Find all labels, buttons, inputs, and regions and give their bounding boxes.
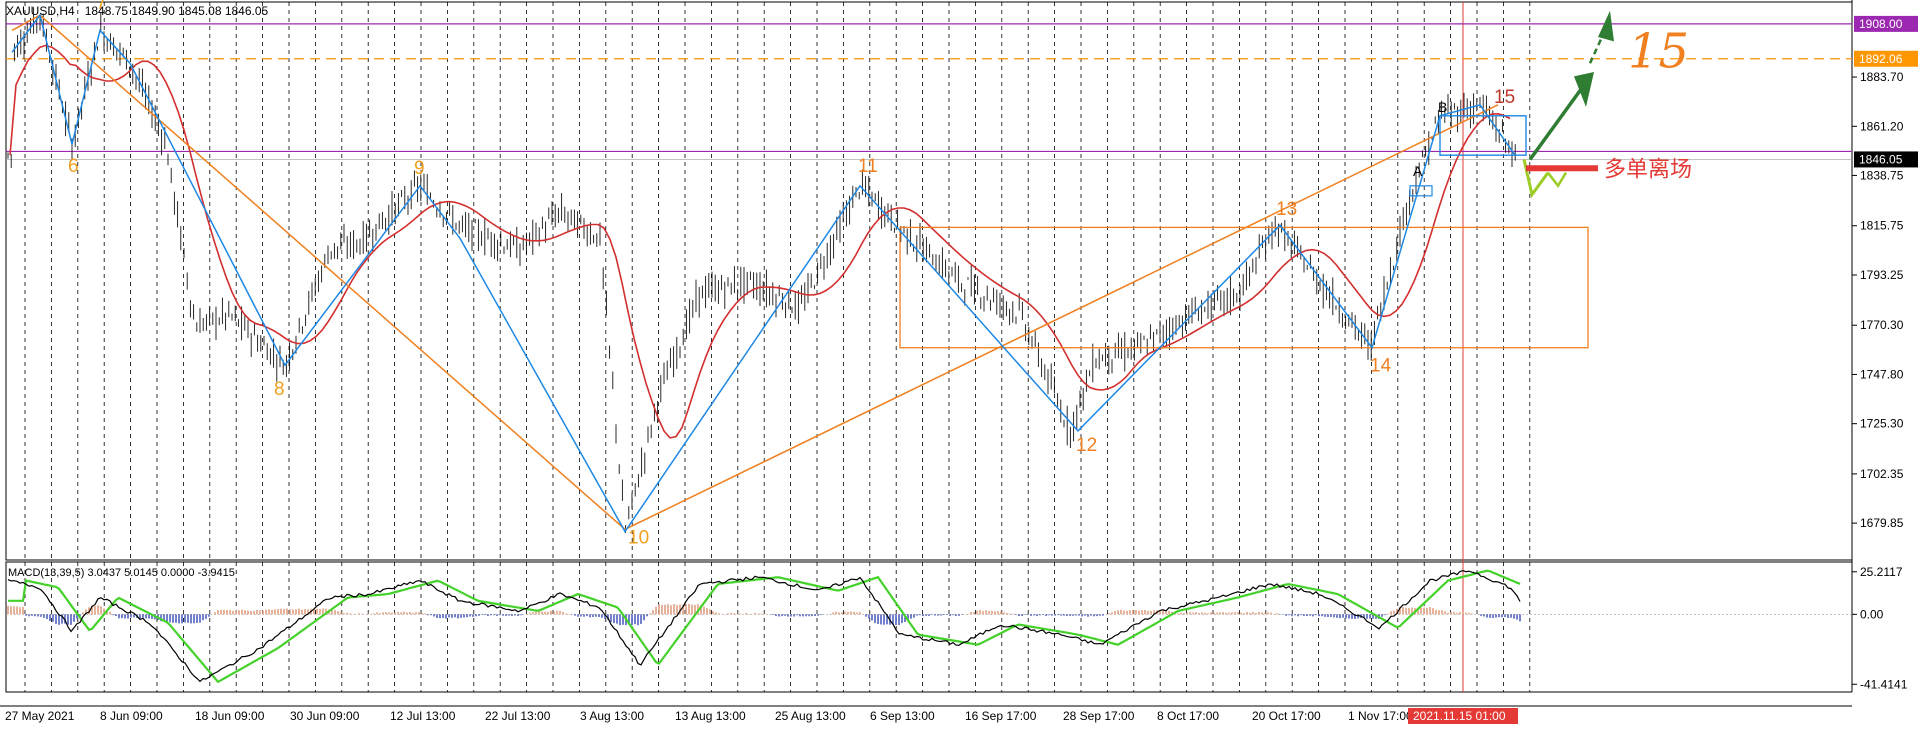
- price-tick-label: 1815.75: [1860, 219, 1904, 233]
- macd-tick-label: -41.4141: [1860, 677, 1908, 691]
- wave-label-13: 13: [1276, 199, 1297, 220]
- wave-label-10: 10: [628, 527, 649, 548]
- time-label: 3 Aug 13:00: [580, 709, 644, 723]
- price-badge-label: 1892.06: [1859, 52, 1903, 66]
- macd-tick-label: 0.00: [1860, 607, 1884, 621]
- macd-signal-line: [8, 569, 1521, 684]
- price-tick-label: 1770.30: [1860, 318, 1904, 332]
- chart-header: XAUUSD,H4 1848.75 1849.90 1845.08 1846.0…: [6, 4, 268, 18]
- symbol-label: XAUUSD,H4: [6, 4, 75, 18]
- ohlc-readout: 1848.75 1849.90 1845.08 1846.05: [84, 4, 269, 18]
- exit-annotation: 多单离场: [1604, 157, 1692, 182]
- wave-label-8: 8: [274, 379, 285, 400]
- small-box-a: [1409, 185, 1433, 197]
- price-tick-label: 1747.80: [1860, 367, 1904, 381]
- time-label: 18 Jun 09:00: [195, 709, 265, 723]
- wave-label-11: 11: [858, 156, 878, 177]
- moving-average-line: [9, 44, 1511, 439]
- time-label: 12 Jul 13:00: [390, 709, 456, 723]
- price-tick-label: 1838.75: [1860, 168, 1904, 182]
- price-tick-label: 1793.25: [1860, 268, 1904, 282]
- consolidation-box: [1439, 115, 1527, 156]
- price-tick-label: 1861.20: [1860, 119, 1904, 133]
- wave-label-B: B: [1438, 99, 1447, 115]
- time-label: 1 Nov 17:00: [1348, 709, 1413, 723]
- macd-readout: MACD(13,39,5) 3.0437 5.0145 0.0000 -3.94…: [8, 567, 235, 579]
- time-label: 8 Oct 17:00: [1157, 709, 1219, 723]
- time-label: 30 Jun 09:00: [290, 709, 360, 723]
- green-arrow-head: [1574, 72, 1594, 108]
- green-arrow-shaft: [1528, 84, 1586, 161]
- price-badge: [1854, 15, 1918, 32]
- highlight-time-badge: [1408, 708, 1518, 724]
- price-scale[interactable]: [1852, 0, 1920, 725]
- orange-trend-up: [624, 104, 1499, 531]
- time-label: 13 Aug 13:00: [675, 709, 746, 723]
- time-label: 20 Oct 17:00: [1252, 709, 1321, 723]
- time-label: 6 Sep 13:00: [870, 709, 935, 723]
- price-tick-label: 1679.85: [1860, 516, 1904, 530]
- price-tick-label: 1725.30: [1860, 417, 1904, 431]
- wave-label-12: 12: [1076, 435, 1097, 456]
- wave-label-14: 14: [1370, 356, 1392, 377]
- wave-label-A: A: [1413, 163, 1423, 179]
- highlight-time-label: 2021.11.15 01:00: [1413, 709, 1506, 723]
- wave-label-6: 6: [68, 156, 79, 177]
- green-arrow-extension: [1588, 23, 1610, 64]
- lime-arrow-tail: [1547, 171, 1568, 189]
- price-tick-label: 1883.70: [1860, 70, 1904, 84]
- time-label: 16 Sep 17:00: [965, 709, 1037, 723]
- price-badge: [1854, 151, 1918, 168]
- price-badge: [1854, 50, 1918, 67]
- green-arrow-tip: [1598, 10, 1614, 42]
- macd-pane[interactable]: [5, 561, 1853, 693]
- time-label: 8 Jun 09:00: [100, 709, 163, 723]
- time-label: 27 May 2021: [5, 709, 75, 723]
- macd-tick-label: 25.2117: [1860, 565, 1903, 579]
- macd-header: MACD(13,39,5) 3.0437 5.0145 0.0000 -3.94…: [8, 567, 235, 579]
- wave-label-9: 9: [414, 158, 425, 179]
- handwritten-15: 15: [1628, 24, 1689, 80]
- time-label: 22 Jul 13:00: [485, 709, 551, 723]
- time-label: 28 Sep 17:00: [1063, 709, 1135, 723]
- time-label: 25 Aug 13:00: [775, 709, 846, 723]
- price-badge-label: 1846.05: [1859, 152, 1903, 166]
- price-pane[interactable]: [5, 1, 1853, 561]
- wave-label-7: 7: [96, 0, 107, 14]
- blue-zigzag-line: [11, 13, 1516, 533]
- price-badge-label: 1908.00: [1859, 17, 1903, 31]
- wave-label-15: 15: [1494, 87, 1515, 108]
- price-tick-label: 1702.35: [1860, 467, 1904, 481]
- range-box: [899, 226, 1589, 349]
- macd-main-line: [7, 569, 1521, 683]
